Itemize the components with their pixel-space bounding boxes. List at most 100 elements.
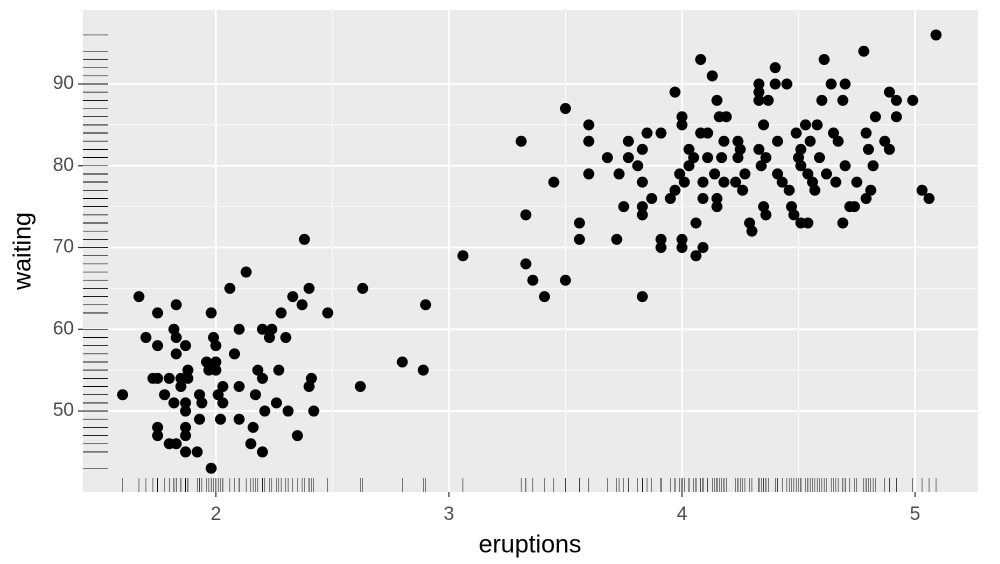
point xyxy=(636,143,648,155)
point xyxy=(676,242,688,254)
point xyxy=(739,168,751,180)
point xyxy=(282,405,294,417)
point xyxy=(205,307,217,319)
point xyxy=(930,29,942,41)
point xyxy=(296,299,308,311)
point xyxy=(883,143,895,155)
point xyxy=(860,192,872,204)
point xyxy=(210,364,222,376)
point xyxy=(228,348,240,360)
point xyxy=(676,233,688,245)
point xyxy=(678,176,690,188)
point xyxy=(825,78,837,90)
y-axis-title: waiting xyxy=(9,212,37,291)
point xyxy=(210,356,222,368)
point xyxy=(298,233,310,245)
point xyxy=(720,111,732,123)
point xyxy=(163,372,175,384)
point xyxy=(583,135,595,147)
point xyxy=(730,176,742,188)
point xyxy=(683,160,695,172)
point xyxy=(802,168,814,180)
point xyxy=(646,192,658,204)
point xyxy=(168,397,180,409)
point xyxy=(117,389,129,401)
point xyxy=(655,127,667,139)
y-tick-label: 60 xyxy=(53,318,74,339)
point xyxy=(848,201,860,213)
point xyxy=(233,413,245,425)
point xyxy=(879,135,891,147)
x-tick-label: 2 xyxy=(211,504,222,525)
point xyxy=(152,307,164,319)
point xyxy=(772,135,784,147)
point xyxy=(769,78,781,90)
point xyxy=(776,176,788,188)
point xyxy=(152,372,164,384)
point xyxy=(818,53,830,65)
point xyxy=(839,160,851,172)
point xyxy=(760,209,772,221)
point xyxy=(175,381,187,393)
point xyxy=(291,430,303,442)
point xyxy=(170,438,182,450)
point xyxy=(867,160,879,172)
point xyxy=(837,217,849,229)
point xyxy=(862,143,874,155)
point xyxy=(674,168,686,180)
point xyxy=(420,299,432,311)
point xyxy=(180,446,192,458)
point xyxy=(256,323,268,335)
x-axis-title: eruptions xyxy=(479,531,582,559)
point xyxy=(217,397,229,409)
point xyxy=(256,372,268,384)
point xyxy=(245,438,257,450)
y-tick-label: 70 xyxy=(53,237,74,258)
point xyxy=(772,168,784,180)
point xyxy=(182,372,194,384)
point xyxy=(322,307,334,319)
point xyxy=(709,168,721,180)
point xyxy=(170,331,182,343)
point xyxy=(800,119,812,131)
point xyxy=(252,364,264,376)
point xyxy=(916,184,928,196)
point xyxy=(676,119,688,131)
point xyxy=(133,291,145,303)
point xyxy=(683,143,695,155)
point xyxy=(760,152,772,164)
point xyxy=(804,135,816,147)
point xyxy=(249,389,261,401)
point xyxy=(152,430,164,442)
point xyxy=(527,274,539,286)
point xyxy=(583,168,595,180)
point xyxy=(753,143,765,155)
point xyxy=(837,94,849,106)
point xyxy=(762,94,774,106)
point xyxy=(814,152,826,164)
point xyxy=(357,282,369,294)
point xyxy=(636,176,648,188)
point xyxy=(746,225,758,237)
point xyxy=(180,405,192,417)
point xyxy=(655,233,667,245)
point xyxy=(716,152,728,164)
point xyxy=(788,209,800,221)
point xyxy=(811,119,823,131)
point xyxy=(573,233,585,245)
point xyxy=(273,364,285,376)
point xyxy=(860,127,872,139)
point xyxy=(690,217,702,229)
point xyxy=(795,160,807,172)
point xyxy=(890,94,902,106)
point xyxy=(622,152,634,164)
point xyxy=(907,94,919,106)
point xyxy=(256,446,268,458)
point xyxy=(802,217,814,229)
point xyxy=(697,176,709,188)
point xyxy=(753,78,765,90)
point xyxy=(702,152,714,164)
x-tick-label: 3 xyxy=(444,504,455,525)
point xyxy=(636,201,648,213)
